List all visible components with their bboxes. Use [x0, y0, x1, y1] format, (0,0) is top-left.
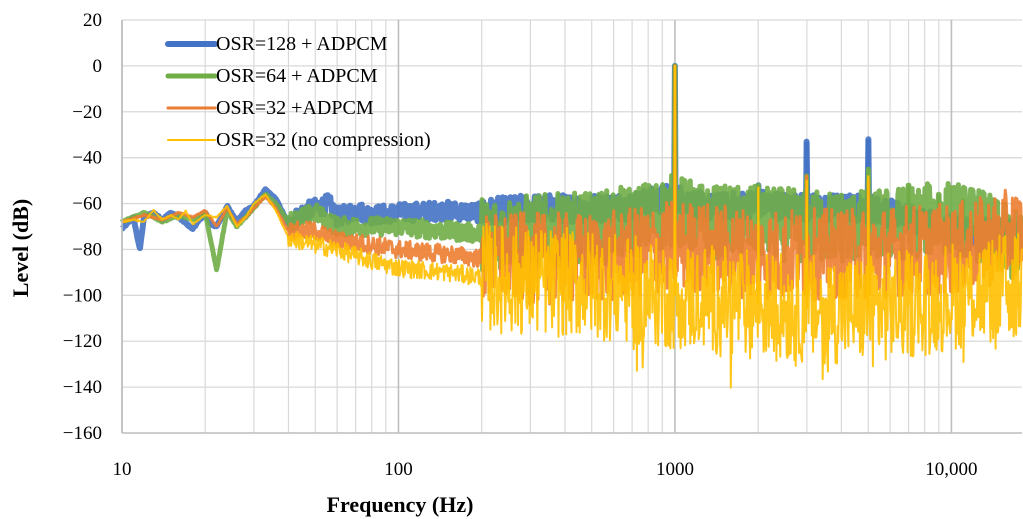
y-tick-label: −100	[63, 285, 102, 306]
y-tick-label: −160	[63, 423, 102, 444]
x-tick-label: 10,000	[925, 459, 977, 480]
y-tick-label: −120	[63, 331, 102, 352]
x-tick-label: 1000	[656, 459, 694, 480]
series-lines	[119, 62, 1023, 389]
x-tick-label: 10	[113, 459, 132, 480]
y-tick-label: −40	[72, 148, 102, 169]
y-tick-label: −80	[72, 239, 102, 260]
legend-label: OSR=32 +ADPCM	[216, 97, 374, 119]
y-tick-label: −20	[72, 102, 102, 123]
legend-label: OSR=32 (no compression)	[216, 129, 431, 151]
x-tick-label: 100	[384, 459, 413, 480]
y-tick-label: 20	[83, 10, 102, 31]
y-tick-label: −140	[63, 377, 102, 398]
legend-label: OSR=128 + ADPCM	[216, 33, 388, 55]
series-line-4	[121, 64, 1023, 389]
legend: OSR=128 + ADPCM OSR=64 + ADPCM OSR=32 +ADP…	[165, 33, 431, 151]
tick-labels: 20 0 −20 −40 −60 −80 −100 −120 −140 −160 10 100 1000…	[63, 10, 978, 480]
y-tick-label: −60	[72, 194, 102, 215]
y-axis-title: Level (dB)	[8, 199, 33, 297]
legend-label: OSR=64 + ADPCM	[216, 65, 378, 87]
y-tick-label: 0	[93, 56, 103, 77]
axes	[121, 20, 1022, 434]
x-axis-title: Frequency (Hz)	[327, 492, 474, 517]
